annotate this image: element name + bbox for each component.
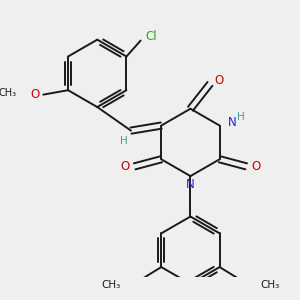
Text: O: O (214, 74, 224, 87)
Text: H: H (237, 112, 245, 122)
Text: H: H (120, 136, 128, 146)
Text: O: O (120, 160, 130, 173)
Text: N: N (186, 178, 195, 191)
Text: CH₃: CH₃ (0, 88, 17, 98)
Text: CH₃: CH₃ (260, 280, 280, 290)
Text: N: N (228, 116, 236, 128)
Text: O: O (31, 88, 40, 101)
Text: Cl: Cl (146, 30, 157, 43)
Text: CH₃: CH₃ (101, 280, 121, 290)
Text: O: O (251, 160, 261, 173)
